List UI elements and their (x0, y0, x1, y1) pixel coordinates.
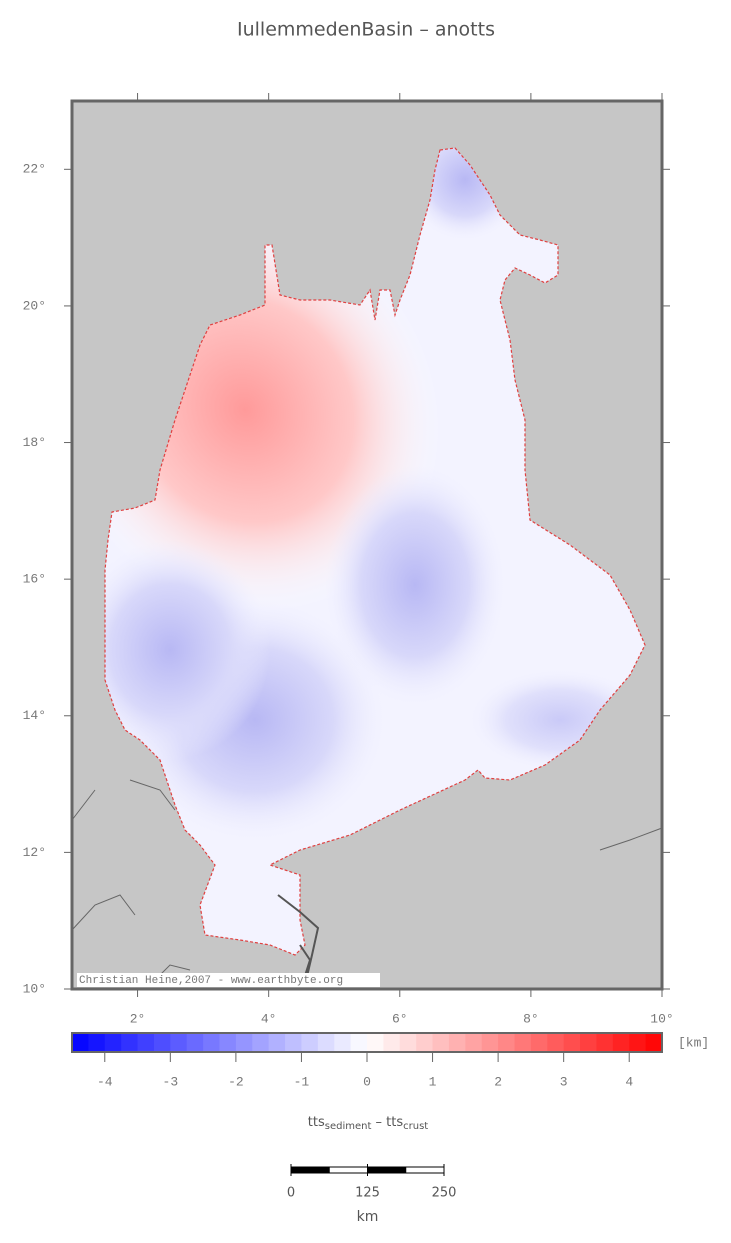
colorbar-step (170, 1033, 188, 1052)
colorbar-step (350, 1033, 368, 1052)
colorbar-step (481, 1033, 499, 1052)
colorbar-tick-label: 4 (625, 1074, 633, 1089)
colorbar-tick-label: -3 (163, 1074, 179, 1089)
colorbar-step (268, 1033, 286, 1052)
y-tick-label: 22° (23, 162, 46, 177)
colorbar-step (547, 1033, 565, 1052)
x-tick-label: 4° (261, 1011, 277, 1026)
colorbar-step (514, 1033, 532, 1052)
y-tick-label: 12° (23, 845, 46, 860)
scalebar-unit: km (357, 1209, 379, 1225)
colorbar-step (563, 1033, 581, 1052)
colorbar-tick-label: -2 (228, 1074, 244, 1089)
colorbar-step (137, 1033, 155, 1052)
negative-anomaly (325, 465, 505, 705)
colorbar-step (580, 1033, 597, 1052)
colorbar-tick-label: 0 (363, 1074, 371, 1089)
colorbar-step (498, 1033, 515, 1052)
colorbar-step (235, 1033, 253, 1052)
scalebar-label: 125 (355, 1186, 380, 1201)
colorbar-step (285, 1033, 302, 1052)
colorbar-step (629, 1033, 647, 1052)
colorbar-step (383, 1033, 401, 1052)
colorbar-tick-label: 1 (429, 1074, 437, 1089)
colorbar-tick-label: 3 (560, 1074, 568, 1089)
colorbar-step (448, 1033, 466, 1052)
colorbar-step (203, 1033, 220, 1052)
colorbar-step (72, 1033, 89, 1052)
colorbar-step (596, 1033, 614, 1052)
colorbar-step (252, 1033, 270, 1052)
label-part: tts (308, 1115, 325, 1130)
colorbar-label: ttssediment – ttscrust (308, 1115, 429, 1133)
colorbar-step (153, 1033, 171, 1052)
colorbar-step (317, 1033, 335, 1052)
colorbar-step (301, 1033, 319, 1052)
y-tick-label: 20° (23, 298, 46, 313)
credit: Christian Heine,2007 - www.earthbyte.org (79, 975, 343, 987)
label-sub: sediment (325, 1121, 372, 1132)
colorbar-step (334, 1033, 352, 1052)
colorbar-step (645, 1033, 663, 1052)
x-tick-label: 6° (392, 1011, 408, 1026)
colorbar-step (612, 1033, 630, 1052)
colorbar-step (186, 1033, 204, 1052)
colorbar-step (399, 1033, 417, 1052)
credit-box (77, 973, 380, 987)
colorbar-step (88, 1033, 106, 1052)
colorbar-step (530, 1033, 548, 1052)
colorbar-step (121, 1033, 139, 1052)
colorbar-unit: [km] (678, 1035, 709, 1050)
title: IullemmedenBasin – anotts (237, 19, 495, 41)
colorbar-tick-label: -1 (294, 1074, 310, 1089)
scalebar-segment (290, 1166, 330, 1174)
colorbar-step (432, 1033, 450, 1052)
y-tick-label: 14° (23, 708, 46, 723)
scalebar-segment (328, 1166, 368, 1174)
x-tick-label: 2° (130, 1011, 146, 1026)
label-part: – tts (371, 1115, 403, 1130)
scalebar-label: 0 (287, 1186, 295, 1201)
colorbar-step (367, 1033, 384, 1052)
scalebar-label: 250 (432, 1186, 457, 1201)
border (71, 779, 663, 986)
colorbar-tick-label: 2 (494, 1074, 502, 1089)
label-sub: crust (403, 1121, 428, 1132)
colorbar-step (416, 1033, 434, 1052)
negative-anomaly (105, 540, 270, 760)
x-tick-label: 8° (523, 1011, 539, 1026)
colorbar-step (104, 1033, 122, 1052)
colorbar-step (219, 1033, 237, 1052)
scalebar-segment (405, 1166, 445, 1174)
y-tick-label: 16° (23, 572, 46, 587)
y-tick-label: 10° (23, 981, 46, 996)
colorbar-step (465, 1033, 483, 1052)
colorbar-tick-label: -4 (97, 1074, 113, 1089)
y-tick-label: 18° (23, 435, 46, 450)
scalebar-segment (367, 1166, 407, 1174)
map-frame (70, 99, 664, 991)
x-tick-label: 10° (650, 1011, 673, 1026)
